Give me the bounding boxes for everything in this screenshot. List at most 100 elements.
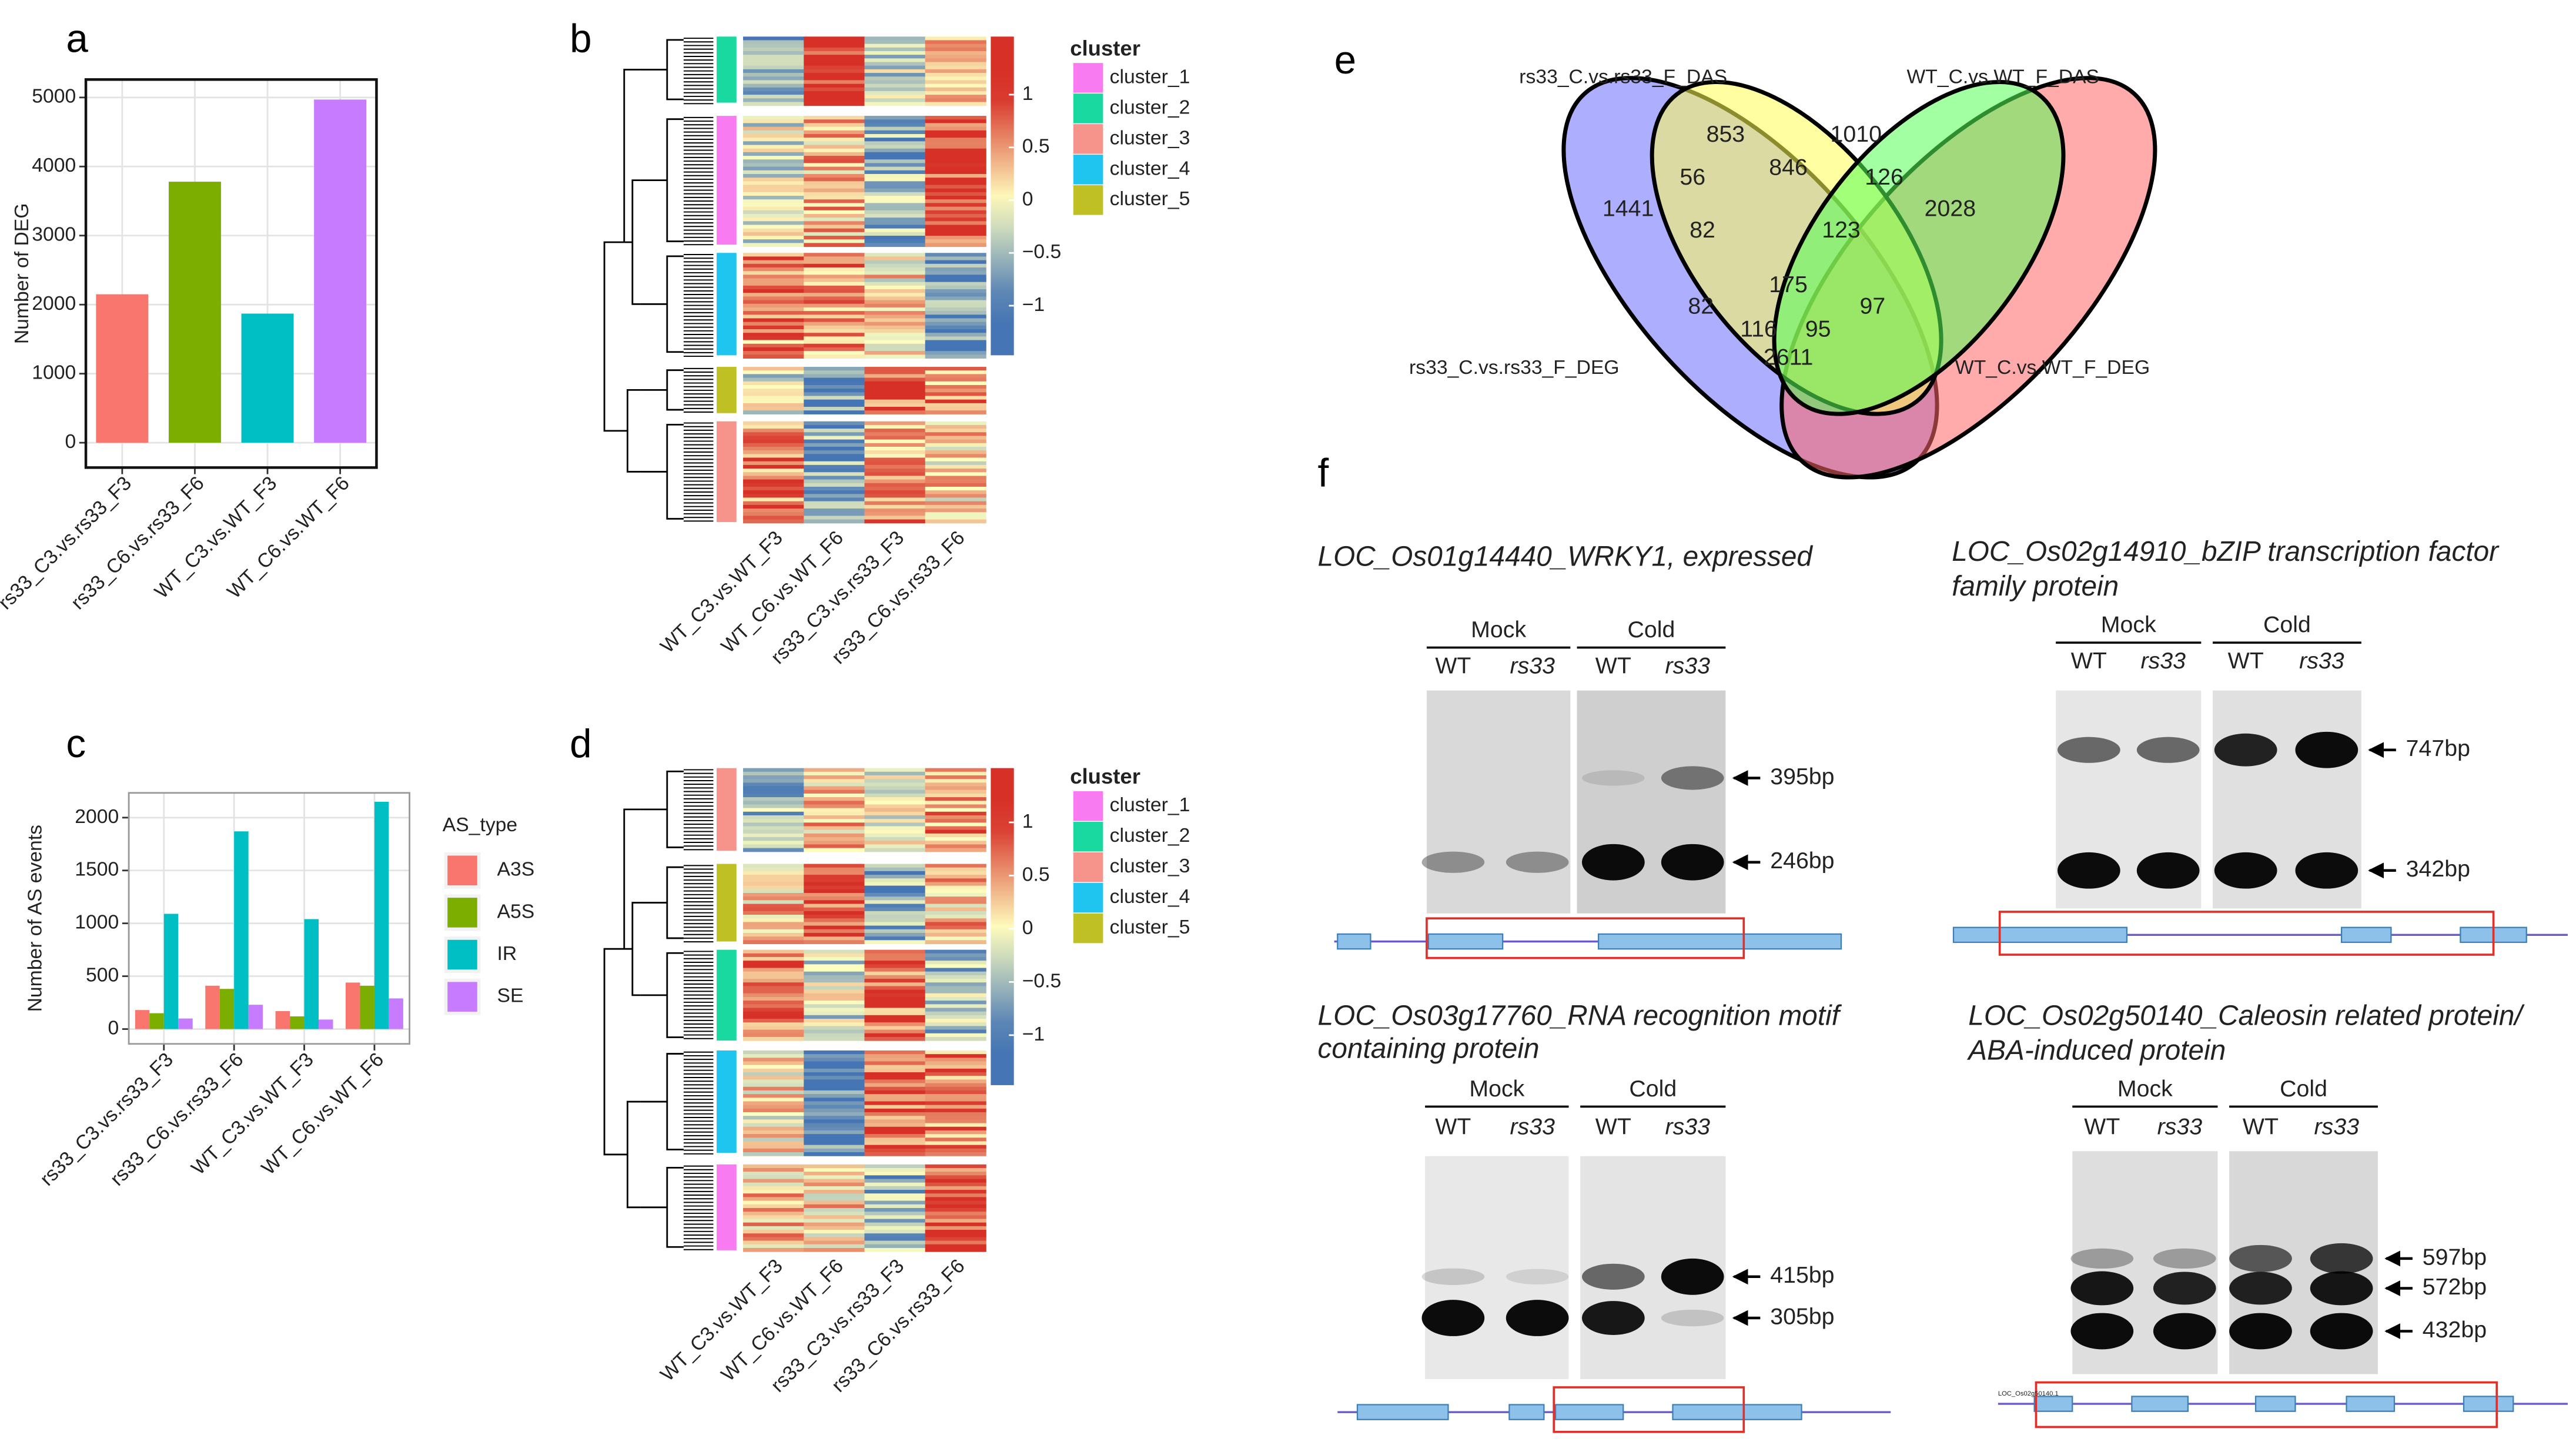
heat-stripe <box>864 844 926 849</box>
heat-stripe <box>864 1179 926 1183</box>
heat-stripe <box>743 1134 805 1138</box>
heat-stripe <box>864 138 926 142</box>
heat-stripe <box>925 476 986 480</box>
heat-stripe <box>804 1090 865 1095</box>
heat-stripe <box>864 318 926 323</box>
heat-stripe <box>743 896 805 901</box>
heat-stripe <box>925 340 986 344</box>
gel-band <box>2310 1243 2373 1274</box>
heat-stripe <box>743 98 805 103</box>
venn-count: 1441 <box>1603 196 1654 222</box>
heat-stripe <box>864 953 926 958</box>
heat-stripe <box>925 1008 986 1012</box>
heat-stripe <box>864 457 926 462</box>
heat-stripe <box>864 1186 926 1190</box>
heat-stripe <box>925 929 986 934</box>
heat-stripe <box>864 1226 926 1230</box>
heat-stripe <box>925 1244 986 1249</box>
heat-stripe <box>864 1072 926 1076</box>
heat-stripe <box>804 1197 865 1202</box>
y-tick-label: 1000 <box>75 911 119 934</box>
heat-stripe <box>804 797 865 801</box>
heat-stripe <box>743 123 805 128</box>
heat-stripe <box>925 384 986 389</box>
heat-stripe <box>925 454 986 459</box>
heat-stripe <box>864 904 926 908</box>
heat-stripe <box>743 73 805 77</box>
heat-stripe <box>804 986 865 991</box>
heat-stripe <box>925 1212 986 1216</box>
heat-stripe <box>804 1237 865 1242</box>
heat-stripe <box>864 439 926 444</box>
heat-stripe <box>925 940 986 945</box>
heat-stripe <box>925 185 986 189</box>
heat-stripe <box>925 126 986 131</box>
heat-stripe <box>743 1172 805 1176</box>
heat-stripe <box>864 1001 926 1005</box>
heat-stripe <box>743 185 805 189</box>
heat-stripe <box>864 228 926 233</box>
heat-stripe <box>804 55 865 59</box>
heat-stripe <box>743 871 805 875</box>
heat-stripe <box>743 221 805 226</box>
heat-stripe <box>864 80 926 85</box>
gel-band <box>2295 731 2358 768</box>
heat-stripe <box>804 1001 865 1005</box>
heat-stripe <box>804 1065 865 1069</box>
heat-stripe <box>804 87 865 92</box>
venn-count: 2611 <box>1764 344 1814 370</box>
heat-stripe <box>743 497 805 502</box>
heat-stripe <box>864 98 926 103</box>
heat-stripe <box>864 1233 926 1237</box>
y-tick-label: 0 <box>65 430 76 453</box>
legend-key <box>447 855 477 886</box>
heat-stripe <box>864 911 926 915</box>
heat-stripe <box>925 439 986 444</box>
heat-stripe <box>743 826 805 831</box>
heat-stripe <box>804 841 865 845</box>
venn-set-label: rs33_C.vs.rs33_F_DEG <box>1409 356 1620 379</box>
heat-stripe <box>864 1134 926 1138</box>
heat-stripe <box>804 996 865 1001</box>
heat-stripe <box>743 953 805 958</box>
heat-stripe <box>864 497 926 502</box>
heat-stripe <box>864 516 926 520</box>
heat-stripe <box>804 1123 865 1128</box>
heat-stripe <box>864 1237 926 1242</box>
heat-stripe <box>804 141 865 146</box>
heat-stripe <box>925 968 986 972</box>
y-tick-label: 3000 <box>32 223 76 246</box>
heat-stripe <box>743 975 805 979</box>
legend-label: cluster_4 <box>1110 157 1190 179</box>
heat-stripe <box>804 519 865 524</box>
heat-stripe <box>925 1190 986 1194</box>
heat-stripe <box>925 333 986 337</box>
legend-key <box>1073 791 1103 821</box>
x-tick-label: rs33_C3.vs.rs33_F3 <box>0 472 136 614</box>
heat-stripe <box>743 282 805 286</box>
heat-stripe <box>804 221 865 226</box>
heat-stripe <box>743 1068 805 1073</box>
heat-stripe <box>804 508 865 513</box>
heat-stripe <box>925 239 986 243</box>
heat-stripe <box>804 975 865 979</box>
heat-stripe <box>804 915 865 919</box>
group-label: Cold <box>2263 611 2311 637</box>
heat-stripe <box>804 213 865 218</box>
heat-stripe <box>743 429 805 433</box>
heat-stripe <box>804 896 865 901</box>
heat-stripe <box>743 322 805 326</box>
heat-stripe <box>864 243 926 247</box>
heat-stripe <box>804 929 865 934</box>
panel-label: b <box>570 16 592 61</box>
heat-stripe <box>804 1036 865 1041</box>
plot-border <box>84 78 378 469</box>
heat-stripe <box>925 1098 986 1102</box>
heat-stripe <box>743 915 805 919</box>
heat-stripe <box>925 1134 986 1138</box>
heat-stripe <box>864 340 926 344</box>
heat-stripe <box>925 1068 986 1073</box>
heat-stripe <box>864 293 926 297</box>
heat-stripe <box>925 811 986 816</box>
heat-stripe <box>925 508 986 513</box>
